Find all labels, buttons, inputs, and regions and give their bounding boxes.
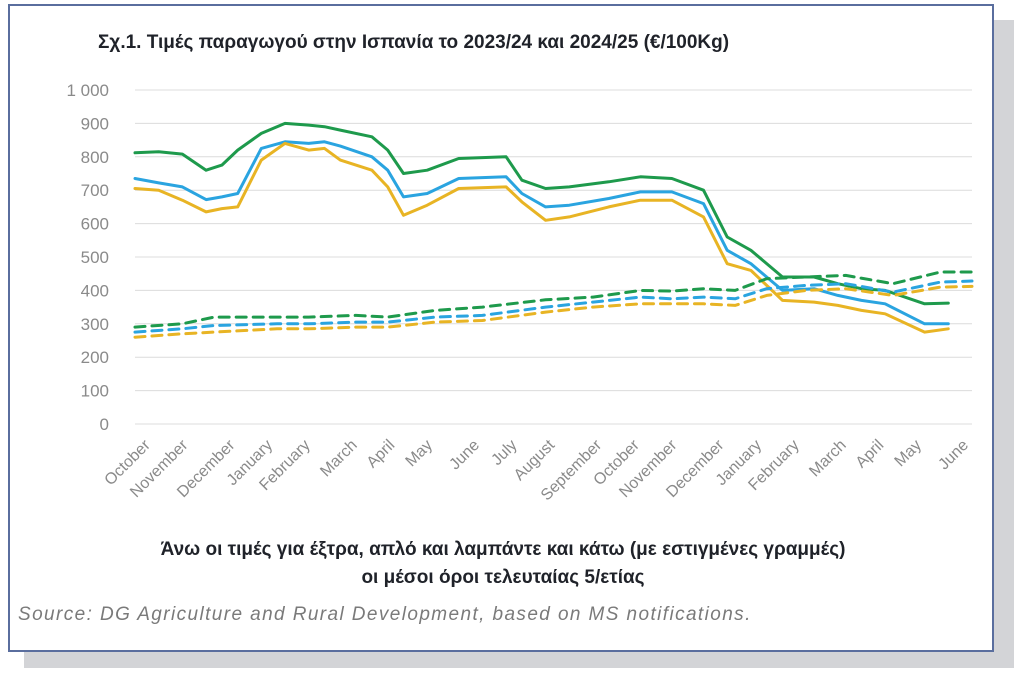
chart-title: Σχ.1. Τιμές παραγωγού στην Ισπανία το 20… xyxy=(98,32,730,53)
y-tick-label: 500 xyxy=(81,248,109,267)
x-tick-label: March xyxy=(317,437,360,480)
x-tick-label: March xyxy=(806,437,849,480)
y-tick-label: 1 000 xyxy=(66,81,109,100)
y-tick-label: 100 xyxy=(81,382,109,401)
caption-line-2: οι μέσοι όροι τελευταίας 5/ετίας xyxy=(361,567,645,588)
gridlines xyxy=(135,89,972,425)
y-axis: 0 100 200 300 400 500 600 700 800 900 1 000 xyxy=(66,81,109,434)
caption-line-1: Άνω οι τιμές για έξτρα, απλό και λαμπάντ… xyxy=(160,539,846,560)
x-tick-label: June xyxy=(446,437,483,474)
series-line-5 xyxy=(133,279,974,334)
x-tick-label: June xyxy=(935,437,972,474)
y-tick-label: 200 xyxy=(81,348,109,367)
y-tick-label: 800 xyxy=(81,148,109,167)
y-tick-label: 0 xyxy=(100,415,109,434)
x-tick-label: April xyxy=(364,437,399,472)
y-tick-label: 400 xyxy=(81,281,109,300)
series-line-3 xyxy=(133,141,950,334)
x-tick-label: May xyxy=(403,437,436,470)
x-tick-label: May xyxy=(892,437,925,470)
source-note: Source: DG Agriculture and Rural Develop… xyxy=(18,604,752,625)
series-lines xyxy=(133,121,974,339)
series-line-4 xyxy=(133,270,974,329)
figure-card: Σχ.1. Τιμές παραγωγού στην Ισπανία το 20… xyxy=(8,4,994,652)
x-tick-label: August xyxy=(511,436,559,484)
line-chart: 0 100 200 300 400 500 600 700 800 900 1 000 Octobe… xyxy=(66,81,974,504)
y-tick-label: 700 xyxy=(81,181,109,200)
x-tick-label: April xyxy=(853,437,888,472)
x-tick-label: July xyxy=(488,437,520,469)
y-tick-label: 900 xyxy=(81,114,109,133)
y-tick-label: 600 xyxy=(81,215,109,234)
series-line-6 xyxy=(133,284,974,339)
y-tick-label: 300 xyxy=(81,315,109,334)
